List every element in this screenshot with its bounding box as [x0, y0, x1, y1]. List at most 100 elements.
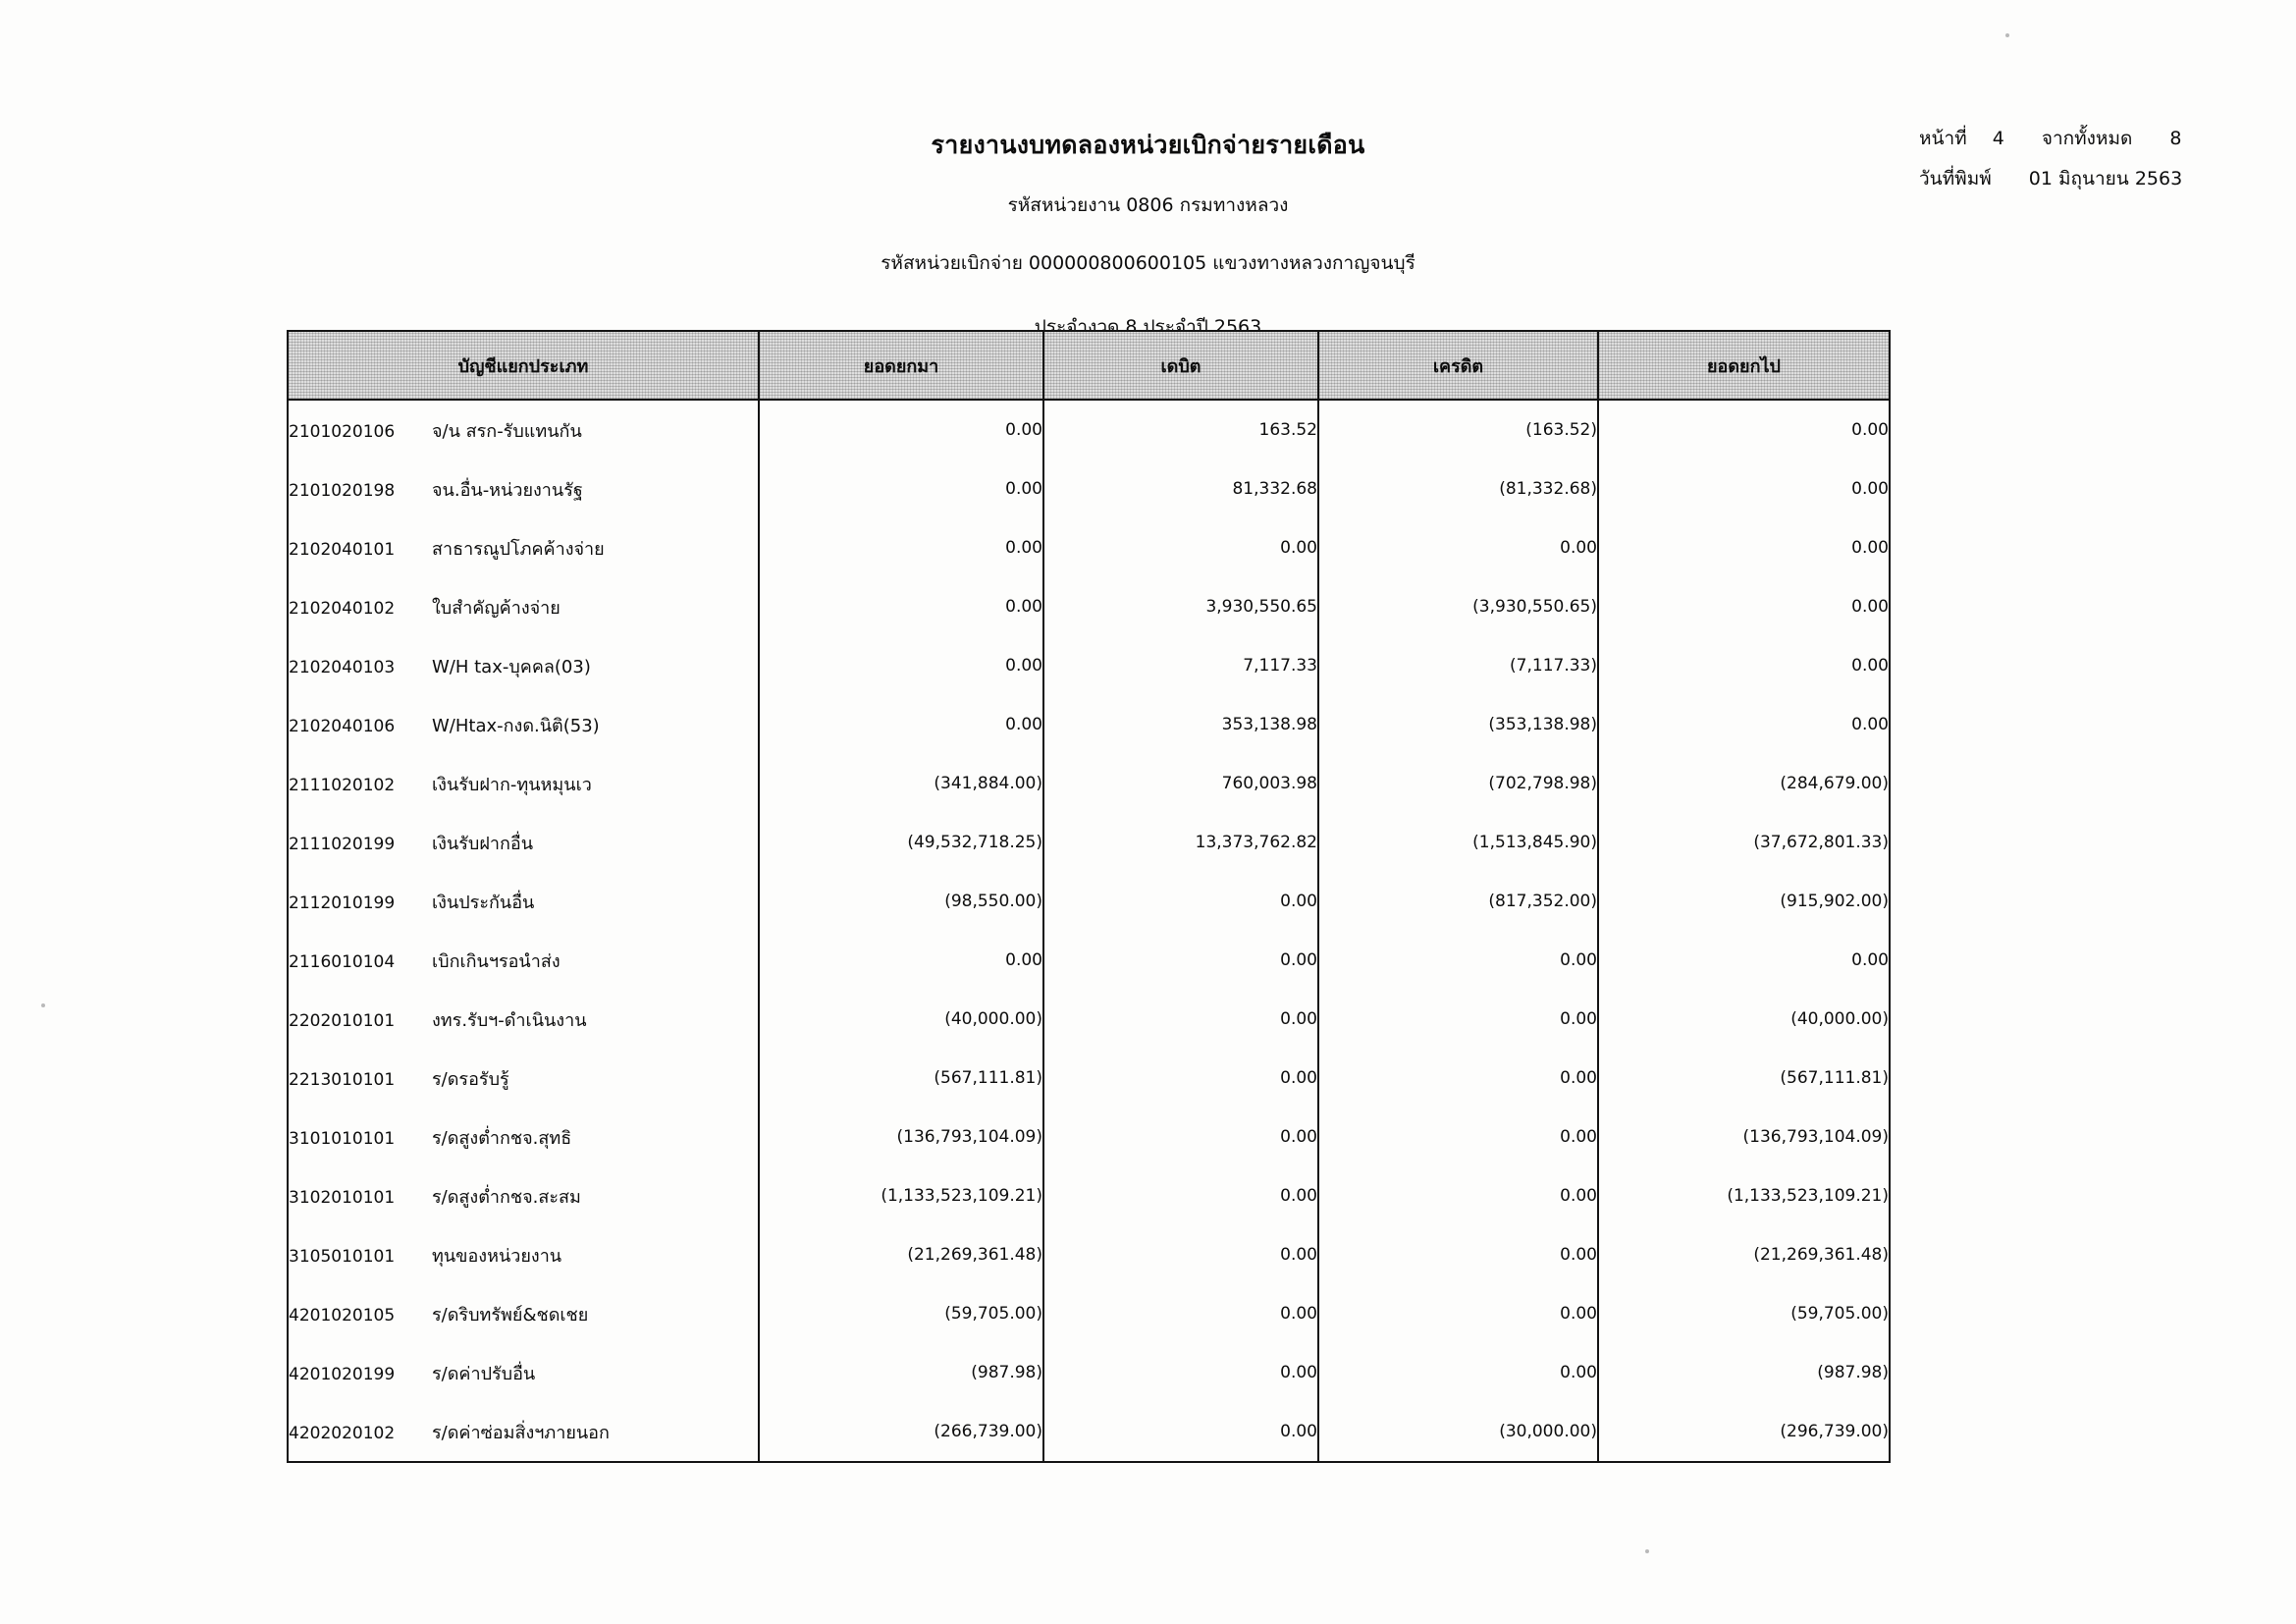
- account-name: ร/ดรอรับรู้: [432, 1068, 509, 1090]
- cell-account: 3101010101 ร/ดสูงต่ำกชจ.สุทธิ: [287, 1108, 760, 1166]
- cell-credit: 0.00: [1317, 1343, 1599, 1402]
- cell-credit: 0.00: [1317, 931, 1599, 990]
- cell-closing-balance: 0.00: [1597, 695, 1891, 754]
- total-pages-value: 8: [2169, 128, 2182, 149]
- table-row: 2111020102 เงินรับฝาก-ทุนหมุนเว (341,884.0…: [287, 754, 1891, 813]
- cell-debit: 0.00: [1042, 1225, 1319, 1284]
- cell-closing-balance: (37,672,801.33): [1597, 813, 1891, 872]
- page-title: รายงานงบทดลองหน่วยเบิกจ่ายรายเดือน: [931, 131, 1365, 159]
- trial-balance-body: 2101020106 จ/น สรก-รับแทนกัน 0.00 163.52 (16…: [287, 400, 1891, 1463]
- cell-account: 2102040101 สาธารณูปโภคค้างจ่าย: [287, 518, 760, 577]
- cell-debit: 0.00: [1042, 518, 1319, 577]
- account-name: W/H tax-บุคคล(03): [432, 656, 591, 677]
- cell-credit: 0.00: [1317, 990, 1599, 1049]
- table-row: 3105010101 ทุนของหน่วยงาน (21,269,361.48) 0…: [287, 1225, 1891, 1284]
- cell-opening-balance: 0.00: [758, 460, 1044, 518]
- page-indicator: หน้าที่ 4 จากทั้งหมด 8: [1919, 130, 2182, 148]
- account-name: เงินประกันอื่น: [432, 892, 535, 913]
- cell-closing-balance: (59,705.00): [1597, 1284, 1891, 1343]
- account-name: ร/ดริบทรัพย์&ชดเชย: [432, 1304, 589, 1326]
- table-row: 2213010101 ร/ดรอรับรู้ (567,111.81) 0.00 0.0…: [287, 1049, 1891, 1108]
- account-code: 2111020102: [289, 775, 396, 795]
- account-name: เงินรับฝาก-ทุนหมุนเว: [432, 774, 592, 795]
- account-code: 2116010104: [289, 951, 396, 972]
- table-row: 2102040102 ใบสำคัญค้างจ่าย 0.00 3,930,550.6…: [287, 577, 1891, 636]
- cell-account: 4201020199 ร/ดค่าปรับอื่น: [287, 1343, 760, 1402]
- cell-account: 2111020102 เงินรับฝาก-ทุนหมุนเว: [287, 754, 760, 813]
- cell-opening-balance: (567,111.81): [758, 1049, 1044, 1108]
- cell-credit: 0.00: [1317, 1108, 1599, 1166]
- table-header-row: บัญชีแยกประเภท ยอดยกมา เดบิต เครดิต ยอดย…: [287, 330, 1891, 401]
- column-header-credit: เครดิต: [1317, 330, 1599, 401]
- account-name: จ/น สรก-รับแทนกัน: [432, 420, 582, 442]
- cell-debit: 7,117.33: [1042, 636, 1319, 695]
- cell-closing-balance: (567,111.81): [1597, 1049, 1891, 1108]
- cell-account: 2213010101 ร/ดรอรับรู้: [287, 1049, 760, 1108]
- cell-debit: 0.00: [1042, 990, 1319, 1049]
- account-name: สาธารณูปโภคค้างจ่าย: [432, 538, 605, 560]
- cell-closing-balance: 0.00: [1597, 636, 1891, 695]
- cell-debit: 0.00: [1042, 1343, 1319, 1402]
- table-row: 2112010199 เงินประกันอื่น (98,550.00) 0.00(…: [287, 872, 1891, 931]
- column-header-debit: เดบิต: [1042, 330, 1319, 401]
- cell-debit: 353,138.98: [1042, 695, 1319, 754]
- cell-account: 2102040106 W/Htax-กงด.นิติ(53): [287, 695, 760, 754]
- cell-account: 4202020102 ร/ดค่าซ่อมสิ่งฯภายนอก: [287, 1402, 760, 1463]
- cell-credit: 0.00: [1317, 1284, 1599, 1343]
- trial-balance-table: บัญชีแยกประเภท ยอดยกมา เดบิต เครดิต ยอดย…: [287, 330, 1891, 1463]
- table-row: 2116010104 เบิกเกินฯรอนำส่ง 0.00 0.00 0.00 0.…: [287, 931, 1891, 990]
- table-row: 2102040101 สาธารณูปโภคค้างจ่าย 0.00 0.00 0.0…: [287, 518, 1891, 577]
- page-number: 4: [1992, 128, 2004, 149]
- table-row: 2102040106 W/Htax-กงด.นิติ(53) 0.00 353,138…: [287, 695, 1891, 754]
- account-code: 3102010101: [289, 1187, 396, 1208]
- account-name: W/Htax-กงด.นิติ(53): [432, 715, 600, 736]
- cell-credit: (817,352.00): [1317, 872, 1599, 931]
- cell-closing-balance: (296,739.00): [1597, 1402, 1891, 1463]
- cell-account: 2202010101 งทร.รับฯ-ดำเนินงาน: [287, 990, 760, 1049]
- account-code: 4202020102: [289, 1423, 396, 1443]
- table-row: 2111020199 เงินรับฝากอื่น (49,532,718.25) 1…: [287, 813, 1891, 872]
- cell-credit: 0.00: [1317, 1049, 1599, 1108]
- cell-closing-balance: 0.00: [1597, 931, 1891, 990]
- account-name: จน.อื่น-หน่วยงานรัฐ: [432, 479, 583, 501]
- cell-opening-balance: 0.00: [758, 931, 1044, 990]
- table-row: 2101020106 จ/น สรก-รับแทนกัน 0.00 163.52 (16…: [287, 400, 1891, 460]
- table-row: 2101020198 จน.อื่น-หน่วยงานรัฐ 0.00 81,332.…: [287, 460, 1891, 518]
- account-code: 2202010101: [289, 1010, 396, 1031]
- cell-opening-balance: (341,884.00): [758, 754, 1044, 813]
- cell-credit: 0.00: [1317, 518, 1599, 577]
- cell-closing-balance: (284,679.00): [1597, 754, 1891, 813]
- account-code: 2102040106: [289, 716, 396, 736]
- cell-debit: 0.00: [1042, 1108, 1319, 1166]
- column-header-account: บัญชีแยกประเภท: [287, 330, 760, 401]
- cell-account: 3102010101 ร/ดสูงต่ำกชจ.สะสม: [287, 1166, 760, 1225]
- cell-opening-balance: (987.98): [758, 1343, 1044, 1402]
- account-code: 2101020198: [289, 480, 396, 501]
- cell-credit: (7,117.33): [1317, 636, 1599, 695]
- cell-credit: (702,798.98): [1317, 754, 1599, 813]
- cell-account: 2116010104 เบิกเกินฯรอนำส่ง: [287, 931, 760, 990]
- table-row: 3101010101 ร/ดสูงต่ำกชจ.สุทธิ (136,793,104…: [287, 1108, 1891, 1166]
- disbursement-unit-line: รหัสหน่วยเบิกจ่าย 000000800600105 แขวงทา…: [881, 252, 1415, 274]
- cell-account: 2111020199 เงินรับฝากอื่น: [287, 813, 760, 872]
- account-code: 2102040101: [289, 539, 396, 560]
- cell-closing-balance: (21,269,361.48): [1597, 1225, 1891, 1284]
- cell-opening-balance: (136,793,104.09): [758, 1108, 1044, 1166]
- report-header: รายงานงบทดลองหน่วยเบิกจ่ายรายเดือน รหัสห…: [0, 126, 2296, 342]
- cell-closing-balance: 0.00: [1597, 518, 1891, 577]
- account-name: เบิกเกินฯรอนำส่ง: [432, 950, 561, 972]
- page-label: หน้าที่: [1919, 128, 1967, 149]
- cell-opening-balance: (49,532,718.25): [758, 813, 1044, 872]
- cell-account: 3105010101 ทุนของหน่วยงาน: [287, 1225, 760, 1284]
- cell-closing-balance: (136,793,104.09): [1597, 1108, 1891, 1166]
- cell-debit: 3,930,550.65: [1042, 577, 1319, 636]
- table-row: 4201020199 ร/ดค่าปรับอื่น (987.98) 0.00 0.00…: [287, 1343, 1891, 1402]
- column-header-closing-balance: ยอดยกไป: [1597, 330, 1891, 401]
- cell-account: 2101020106 จ/น สรก-รับแทนกัน: [287, 400, 760, 460]
- account-code: 4201020199: [289, 1364, 396, 1384]
- cell-credit: 0.00: [1317, 1166, 1599, 1225]
- account-code: 2102040102: [289, 598, 396, 619]
- column-header-opening-balance: ยอดยกมา: [758, 330, 1044, 401]
- cell-closing-balance: (915,902.00): [1597, 872, 1891, 931]
- account-name: ร/ดค่าซ่อมสิ่งฯภายนอก: [432, 1422, 610, 1443]
